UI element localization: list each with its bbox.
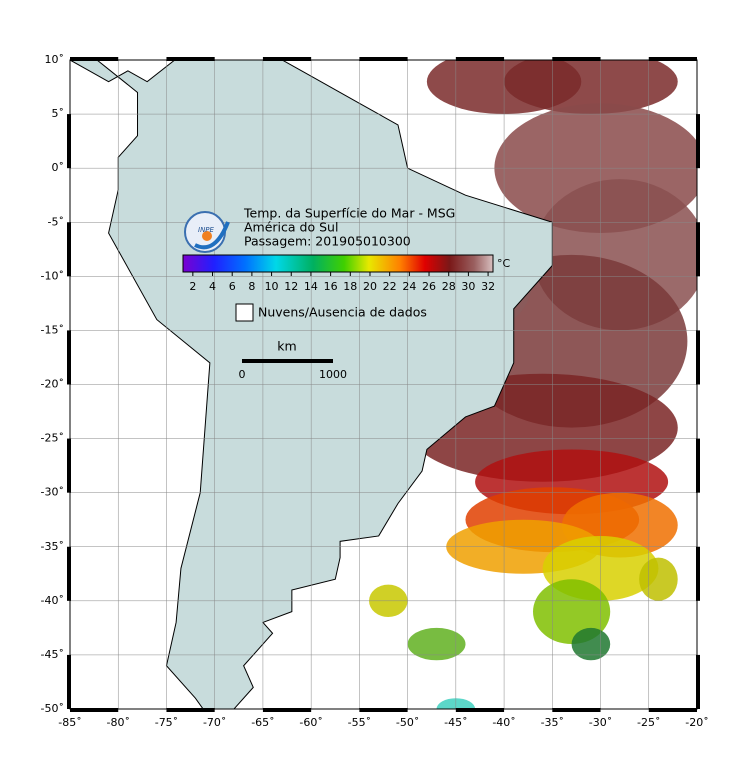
lon-label: -70˚ bbox=[203, 716, 226, 729]
colorbar-tick-label: 20 bbox=[363, 280, 377, 293]
frame-bar bbox=[552, 708, 601, 712]
frame-bar bbox=[696, 654, 700, 709]
colorbar-tick-label: 18 bbox=[343, 280, 357, 293]
lon-label: -50˚ bbox=[396, 716, 419, 729]
colorbar-tick-label: 24 bbox=[402, 280, 416, 293]
colorbar-tick-label: 8 bbox=[248, 280, 255, 293]
frame-bar bbox=[166, 57, 215, 61]
scale-unit: km bbox=[277, 339, 296, 354]
sst-patch bbox=[571, 627, 611, 661]
lat-label: -15˚ bbox=[41, 323, 64, 336]
title-line: Temp. da Superfície do Mar - MSG bbox=[243, 206, 455, 221]
lat-label: -25˚ bbox=[41, 432, 64, 445]
colorbar bbox=[182, 254, 494, 273]
frame-bar bbox=[262, 708, 312, 712]
lon-label: -30˚ bbox=[589, 716, 612, 729]
lat-label: -50˚ bbox=[41, 702, 64, 715]
colorbar-tick-label: 22 bbox=[383, 280, 397, 293]
overlay: INPE Temp. da Superfície do Mar - MSG Am… bbox=[182, 206, 511, 381]
colorbar-tick-label: 14 bbox=[304, 280, 318, 293]
scale-start: 0 bbox=[239, 368, 246, 381]
frame-bar bbox=[67, 438, 71, 493]
sst-patch bbox=[407, 627, 466, 661]
frame-bar bbox=[455, 708, 505, 712]
frame-bar bbox=[696, 546, 700, 601]
lon-label: -45˚ bbox=[444, 716, 467, 729]
frame-bar bbox=[359, 708, 408, 712]
frame-bar bbox=[67, 654, 71, 709]
frame-bar bbox=[70, 708, 119, 712]
logo-arrow bbox=[194, 221, 230, 250]
frame-bar bbox=[648, 708, 697, 712]
colorbar-tick-label: 26 bbox=[422, 280, 436, 293]
colorbar-tick-label: 10 bbox=[265, 280, 279, 293]
lat-label: -35˚ bbox=[41, 540, 64, 553]
lon-label: -75˚ bbox=[155, 716, 178, 729]
lat-label: -45˚ bbox=[41, 648, 64, 661]
colorbar-tick-label: 16 bbox=[324, 280, 338, 293]
colorbar-tick-label: 32 bbox=[481, 280, 495, 293]
colorbar-tick-label: 4 bbox=[209, 280, 216, 293]
map-area bbox=[70, 60, 697, 709]
frame-bar bbox=[70, 57, 119, 61]
lon-label: -85˚ bbox=[58, 716, 81, 729]
lon-label: -25˚ bbox=[637, 716, 660, 729]
colorbar-tick-label: 28 bbox=[442, 280, 456, 293]
sst-patch bbox=[639, 557, 678, 601]
lon-label: -55˚ bbox=[348, 716, 371, 729]
frame-bar bbox=[696, 330, 700, 385]
colorbar-tick-label: 12 bbox=[284, 280, 298, 293]
title-line: Passagem: 201905010300 bbox=[244, 234, 411, 249]
scale-bar bbox=[242, 359, 333, 363]
lat-label: 0˚ bbox=[52, 161, 65, 174]
scale-end: 1000 bbox=[319, 368, 347, 381]
logo-sun bbox=[202, 231, 212, 241]
frame-bar bbox=[455, 57, 505, 61]
colorbar-tick-label: 2 bbox=[189, 280, 196, 293]
frame-bar bbox=[552, 57, 601, 61]
frame-bar bbox=[67, 114, 71, 169]
frame-bar bbox=[67, 222, 71, 277]
lon-label: -80˚ bbox=[106, 716, 129, 729]
frame-bar bbox=[67, 546, 71, 601]
colorbar-tick-label: 30 bbox=[461, 280, 475, 293]
lat-label: -20˚ bbox=[41, 378, 64, 391]
frame-bar bbox=[166, 708, 215, 712]
lon-label: -20˚ bbox=[685, 716, 708, 729]
frame-bar bbox=[696, 114, 700, 169]
legend-text: Nuvens/Ausencia de dados bbox=[258, 305, 427, 320]
lat-label: 5˚ bbox=[52, 107, 65, 120]
frame-bar bbox=[67, 330, 71, 385]
title-line: América do Sul bbox=[244, 220, 338, 235]
colorbar-tick-label: 6 bbox=[229, 280, 236, 293]
frame-bar bbox=[359, 57, 408, 61]
frame-bar bbox=[262, 57, 312, 61]
legend-swatch bbox=[235, 303, 254, 322]
frame-bar bbox=[648, 57, 697, 61]
lon-label: -35˚ bbox=[541, 716, 564, 729]
lon-label: -60˚ bbox=[299, 716, 322, 729]
lat-label: -5˚ bbox=[48, 215, 64, 228]
lat-label: 10˚ bbox=[45, 53, 65, 66]
colorbar-unit: °C bbox=[497, 257, 511, 270]
frame-bar bbox=[696, 222, 700, 277]
lon-label: -40˚ bbox=[492, 716, 515, 729]
logo-text: INPE bbox=[198, 226, 215, 234]
lat-label: -30˚ bbox=[41, 486, 64, 499]
frame-bar bbox=[696, 438, 700, 493]
lat-label: -10˚ bbox=[41, 269, 64, 282]
lat-label: -40˚ bbox=[41, 594, 64, 607]
lon-label: -65˚ bbox=[251, 716, 274, 729]
